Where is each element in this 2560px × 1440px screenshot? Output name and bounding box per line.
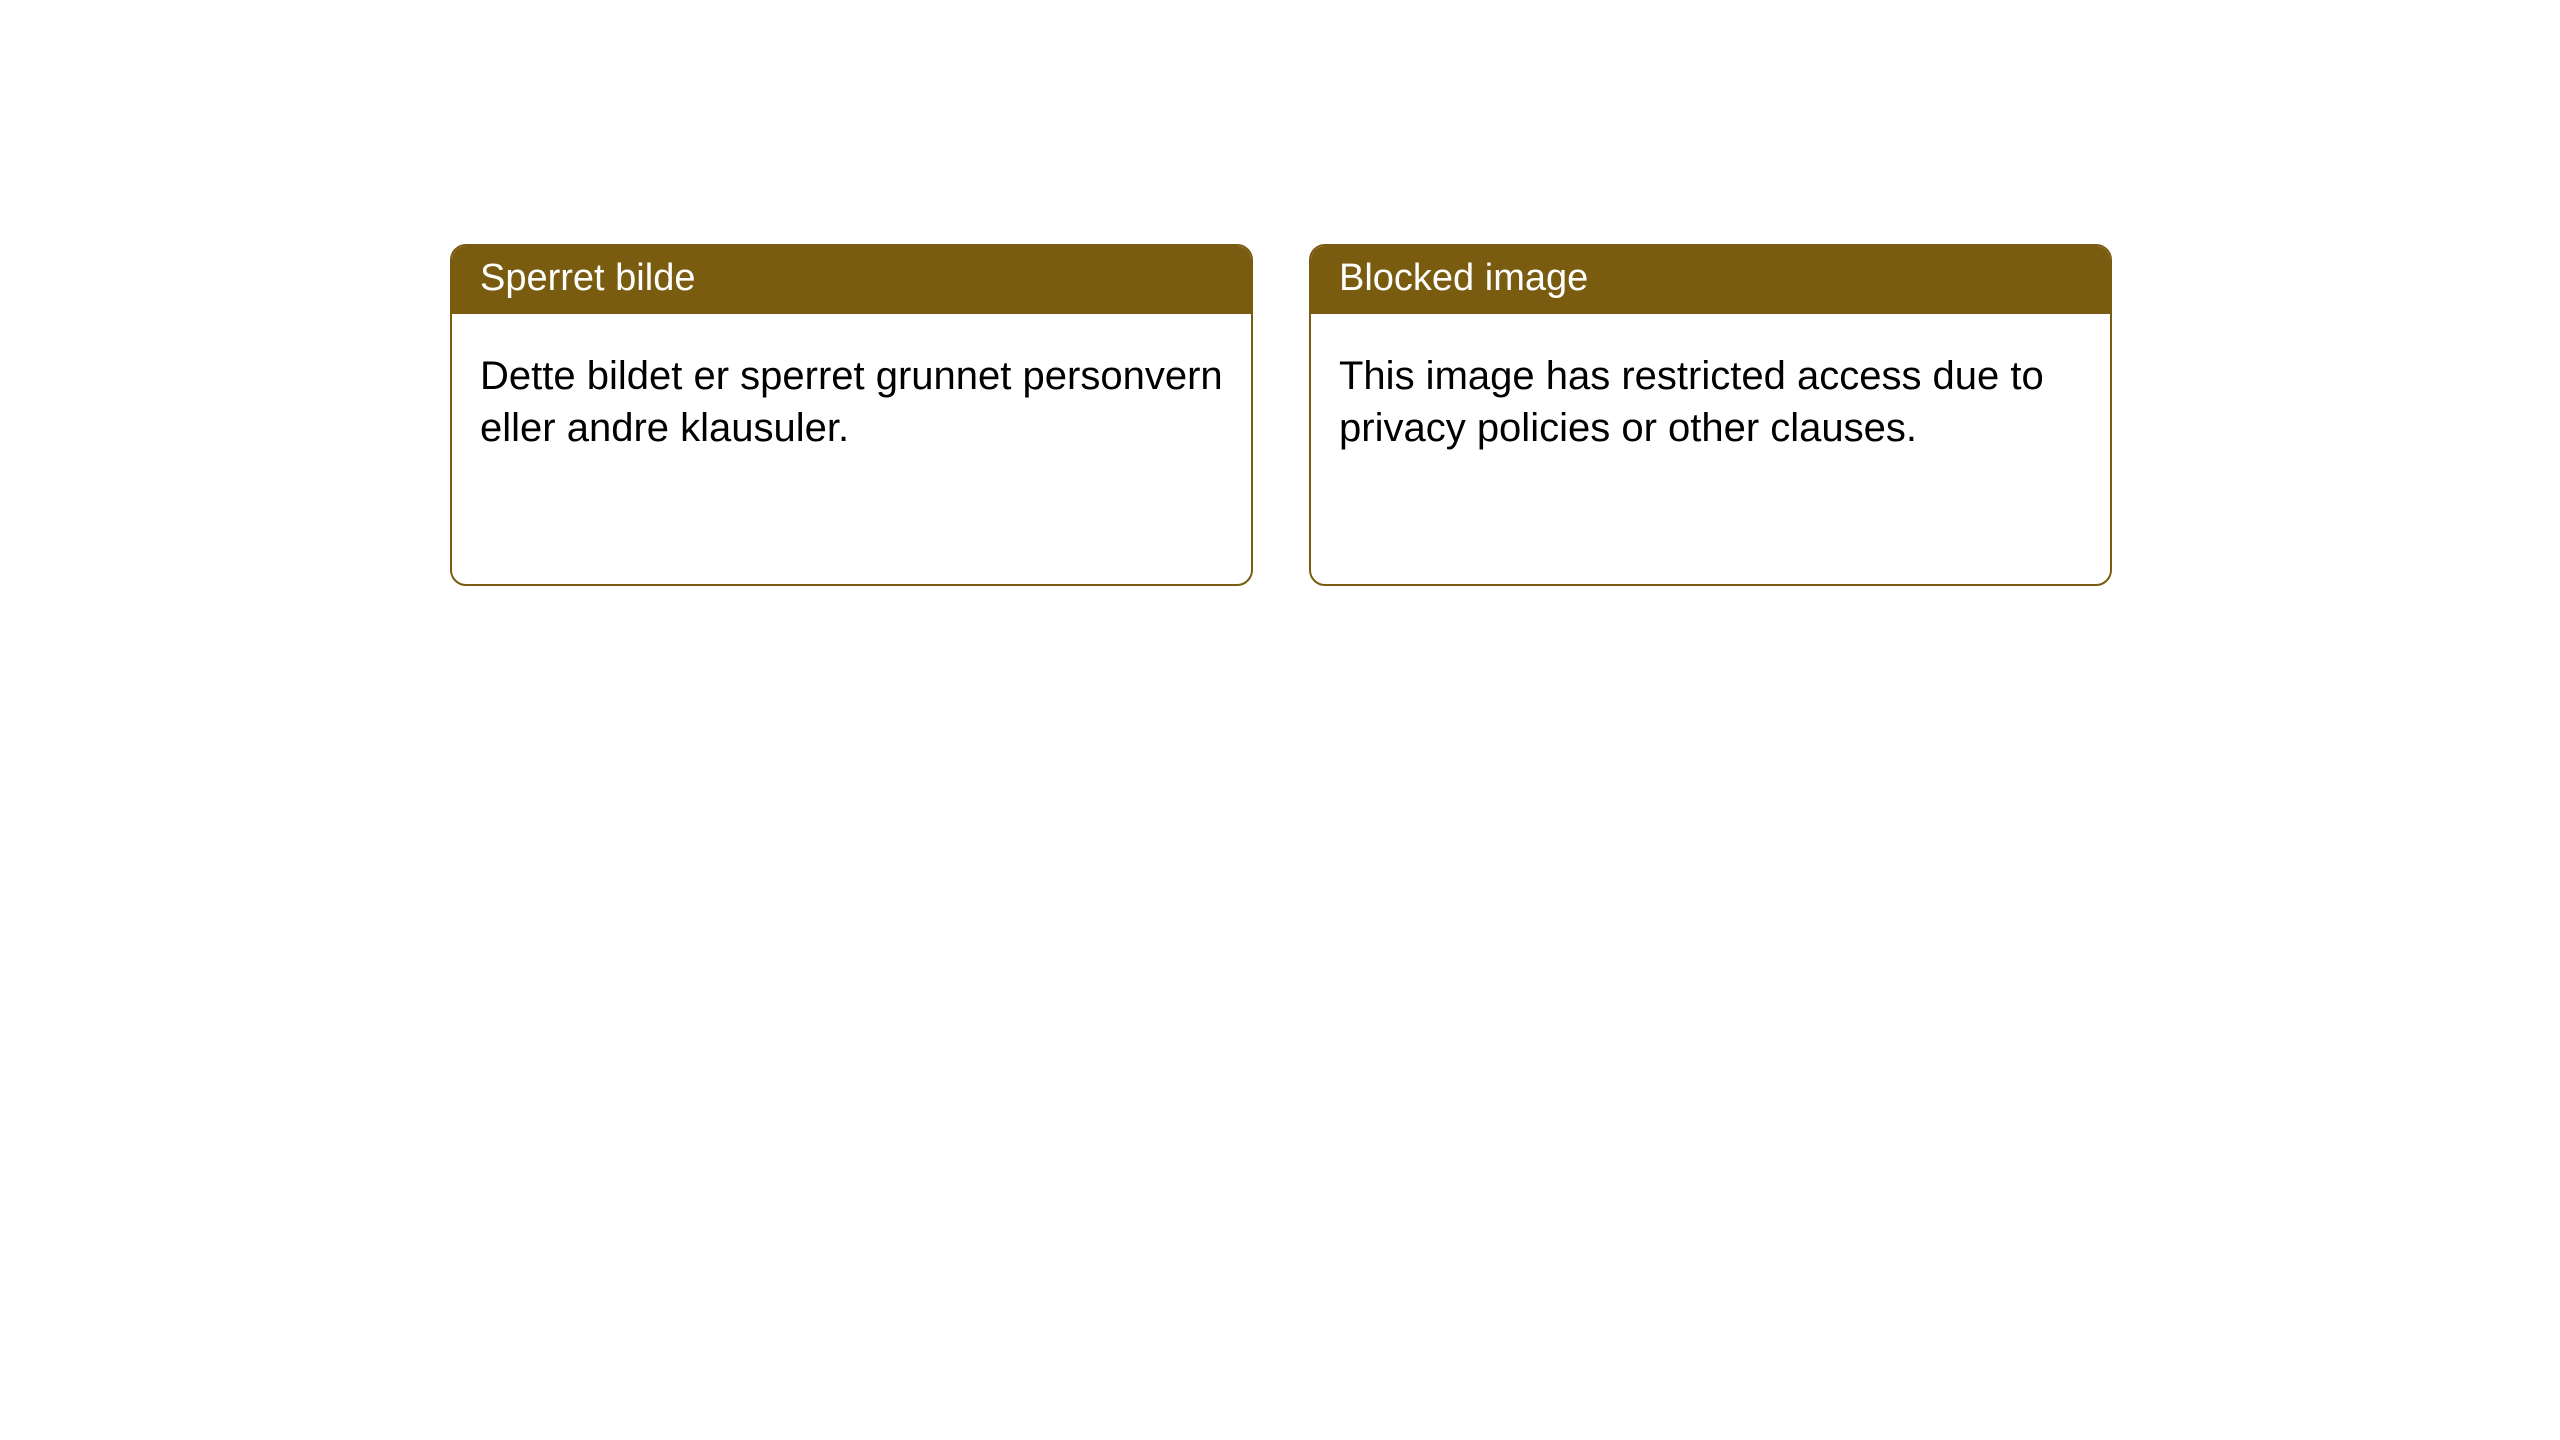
notice-container: Sperret bilde Dette bildet er sperret gr… <box>450 244 2112 586</box>
notice-header: Blocked image <box>1311 246 2110 314</box>
notice-body: This image has restricted access due to … <box>1311 314 2110 584</box>
notice-box-norwegian: Sperret bilde Dette bildet er sperret gr… <box>450 244 1253 586</box>
notice-body: Dette bildet er sperret grunnet personve… <box>452 314 1251 584</box>
notice-box-english: Blocked image This image has restricted … <box>1309 244 2112 586</box>
notice-header: Sperret bilde <box>452 246 1251 314</box>
